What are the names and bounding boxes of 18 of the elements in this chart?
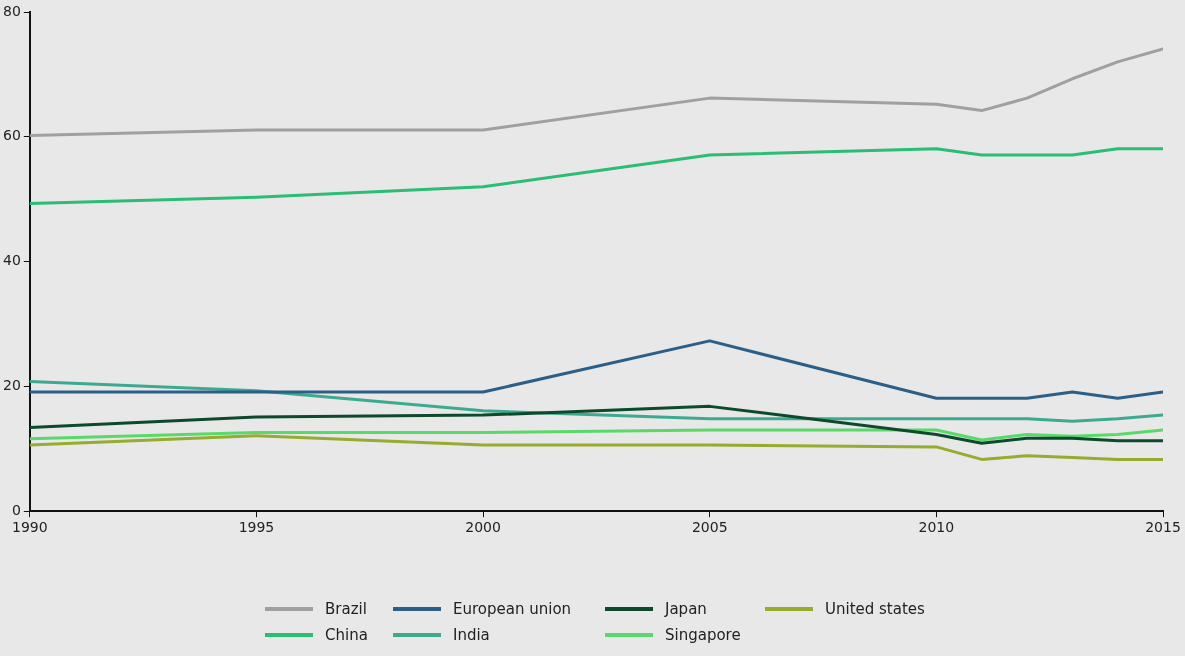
x-tick-label: 2005 — [691, 519, 728, 536]
y-tick-label: 20 — [2, 377, 21, 394]
legend-label: Brazil — [325, 600, 367, 618]
y-tick-label: 60 — [2, 127, 21, 144]
legend-label: China — [325, 626, 368, 644]
legend-label: European union — [453, 600, 572, 618]
x-tick-label: 1995 — [238, 519, 275, 536]
legend-label: United states — [825, 600, 925, 618]
y-tick-label: 80 — [2, 2, 21, 19]
x-tick-label: 2010 — [918, 519, 955, 536]
y-tick-label: 40 — [2, 252, 21, 269]
y-tick-label: 0 — [11, 501, 21, 518]
legend-label: India — [453, 626, 490, 644]
legend-label: Singapore — [665, 626, 741, 644]
x-tick-label: 2000 — [465, 519, 501, 536]
x-tick-label: 2015 — [1145, 519, 1181, 536]
x-tick-label: 1990 — [11, 519, 48, 536]
legend-label: Japan — [665, 600, 707, 618]
